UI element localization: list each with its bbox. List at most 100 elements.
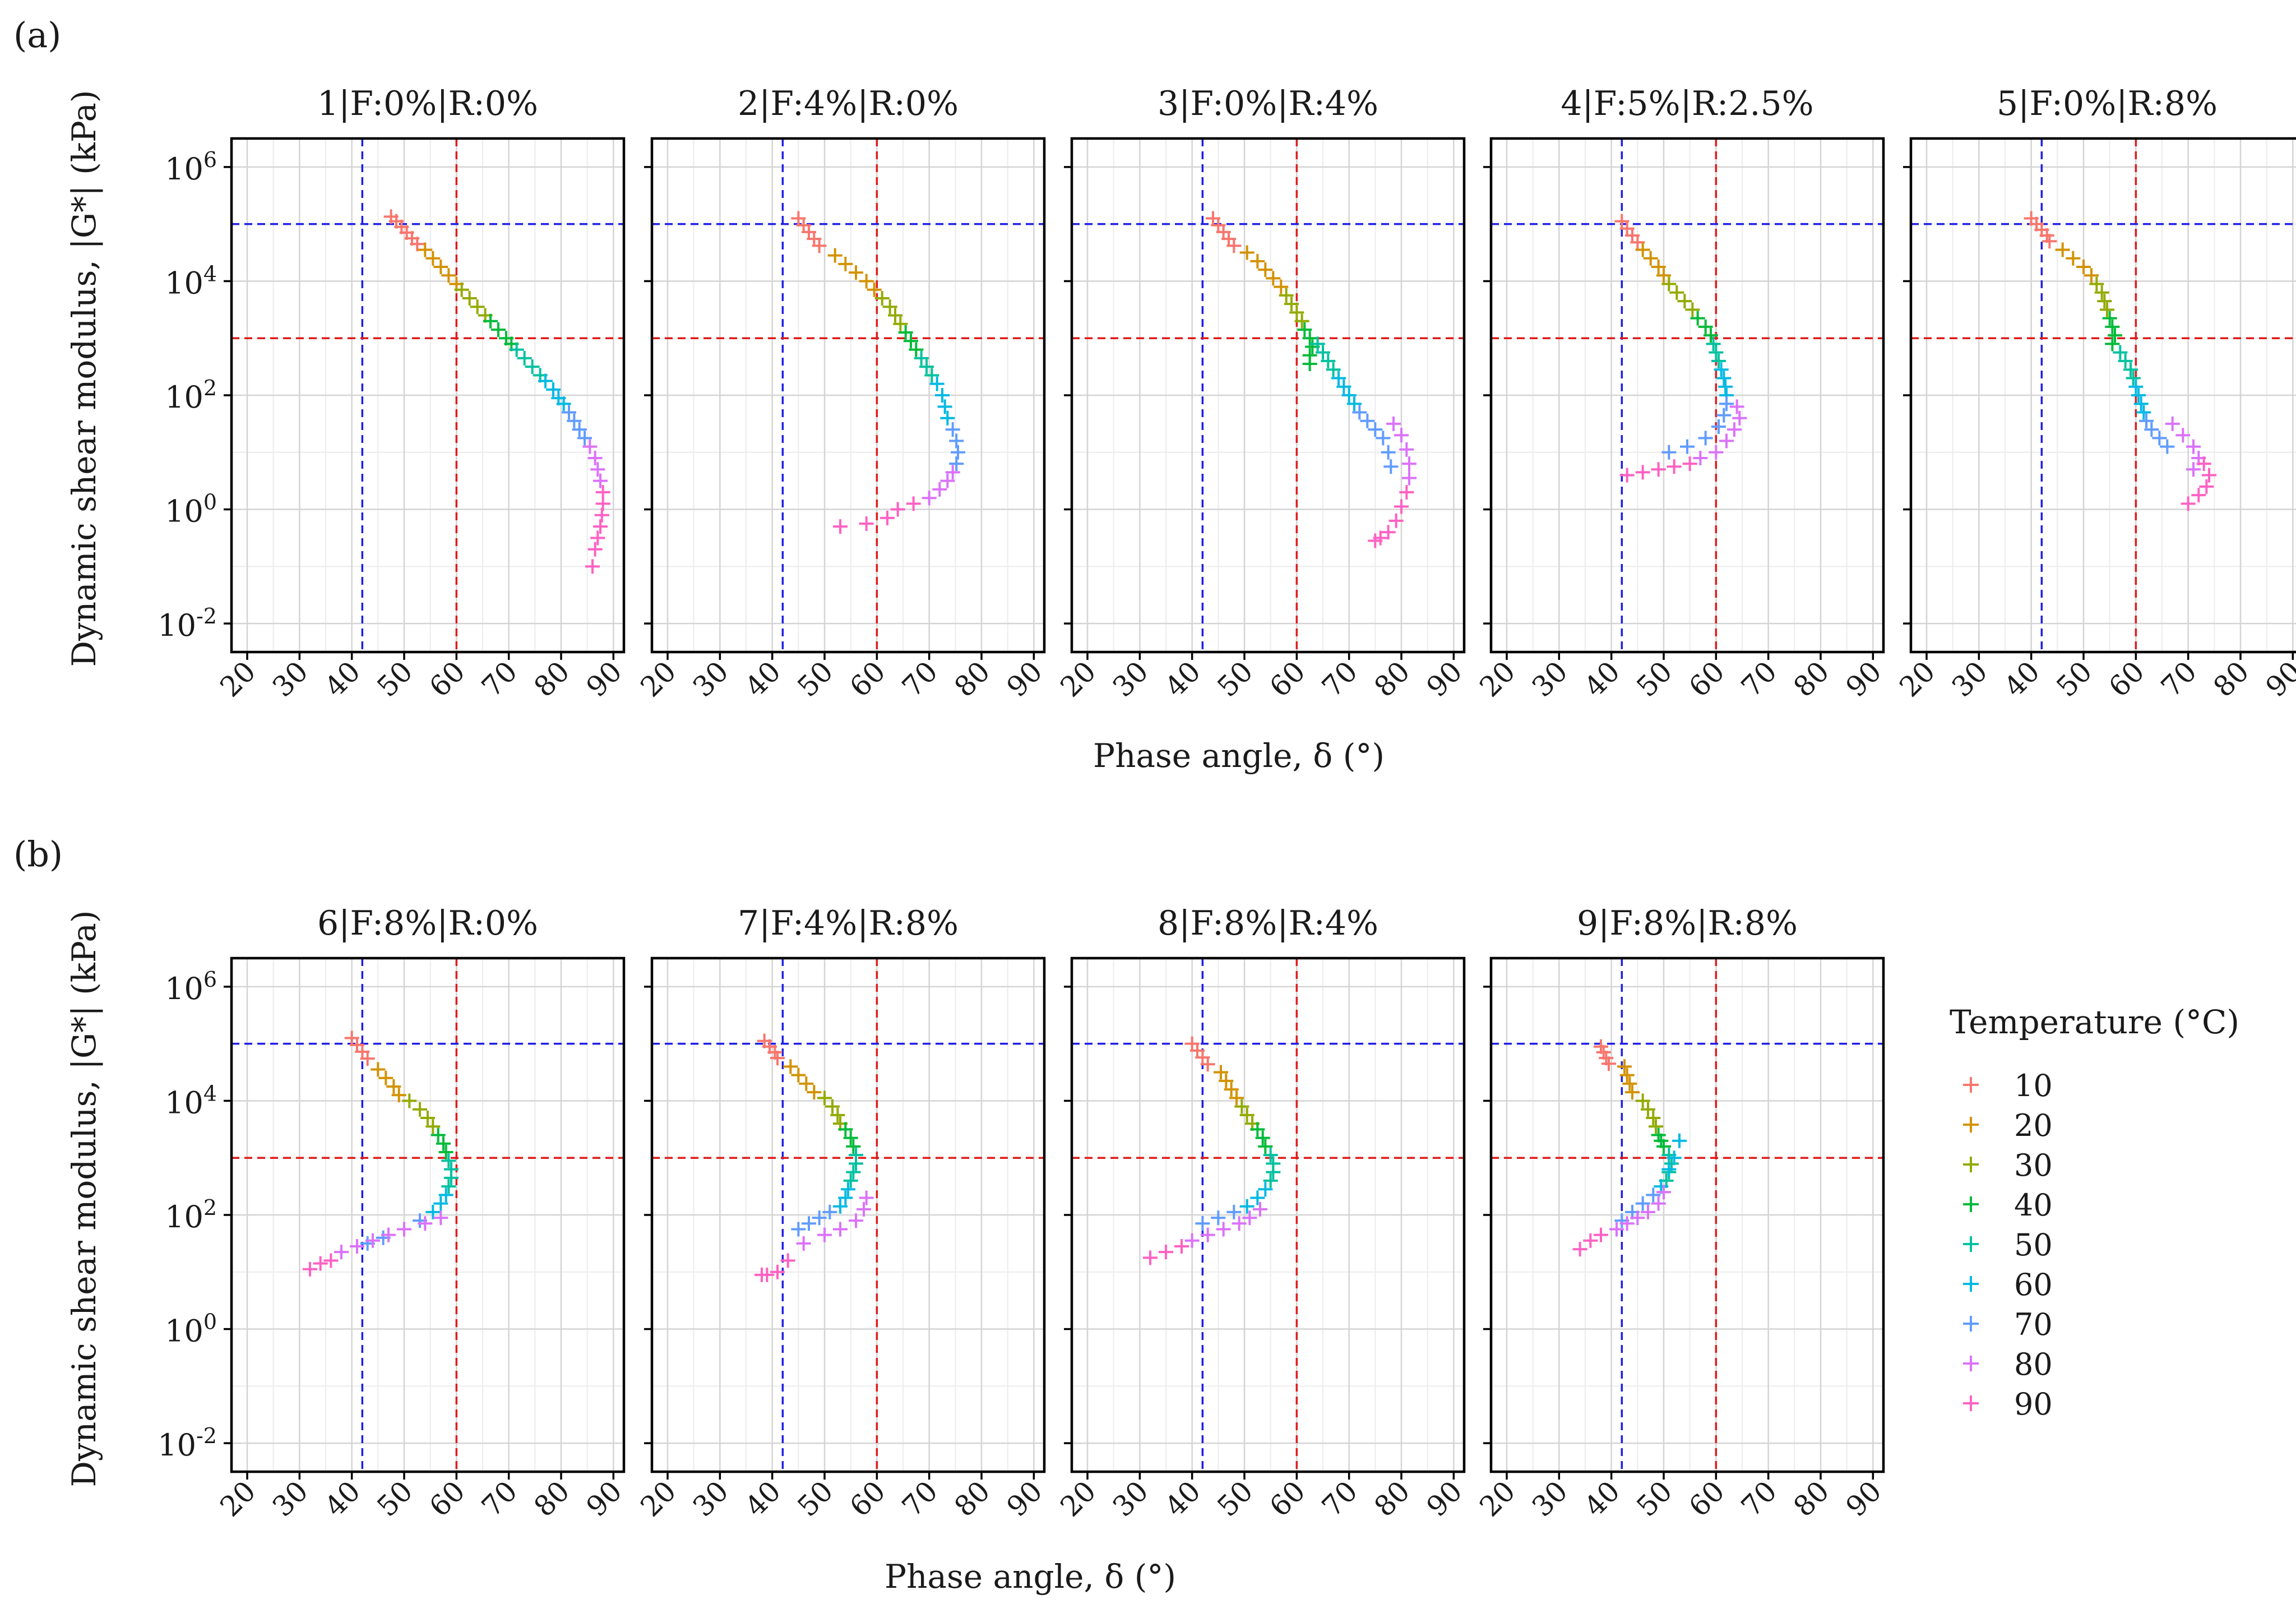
data-point xyxy=(1224,1082,1239,1097)
data-point xyxy=(1316,345,1330,360)
data-point xyxy=(1143,1250,1158,1265)
y-tick-base: 10 xyxy=(158,1427,196,1463)
data-point xyxy=(1625,1085,1640,1100)
y-tick-label: 102 xyxy=(165,376,217,415)
data-point xyxy=(1709,345,1724,360)
data-point xyxy=(843,1173,858,1188)
data-point xyxy=(1399,485,1414,500)
data-point xyxy=(770,1264,785,1279)
data-point xyxy=(2202,468,2216,483)
data-point xyxy=(951,445,965,460)
data-point xyxy=(2123,362,2138,377)
y-tick-label: 100 xyxy=(165,1310,217,1349)
legend-label: 20 xyxy=(2014,1108,2053,1143)
data-point xyxy=(2136,405,2151,420)
y-tick-base: 10 xyxy=(158,608,196,643)
data-point xyxy=(859,1190,874,1205)
data-point xyxy=(438,1145,453,1160)
data-point xyxy=(1331,371,1346,386)
data-point xyxy=(2181,496,2196,511)
data-point xyxy=(1200,1227,1215,1242)
data-point xyxy=(2113,345,2128,360)
data-point xyxy=(313,1256,328,1271)
y-axis-title-row-b: Dynamic shear modulus, |G*| (kPa) xyxy=(65,910,103,1487)
data-point xyxy=(1719,396,1734,412)
y-tick-label: 104 xyxy=(165,1081,217,1120)
data-point xyxy=(1619,1067,1635,1083)
y-tick-exponent: 2 xyxy=(203,1195,217,1220)
data-point xyxy=(1649,1119,1663,1134)
data-point xyxy=(1258,1139,1273,1154)
data-point xyxy=(1250,253,1265,269)
data-point xyxy=(1226,238,1242,253)
data-point xyxy=(1667,459,1682,474)
data-point xyxy=(444,1170,459,1185)
data-point xyxy=(843,1130,858,1145)
legend-marker xyxy=(1963,1236,1979,1252)
data-point xyxy=(410,237,425,252)
data-point xyxy=(425,1204,441,1219)
data-point xyxy=(2165,416,2180,431)
data-point xyxy=(949,433,964,449)
data-point xyxy=(556,396,571,412)
data-point xyxy=(1711,353,1726,368)
data-point xyxy=(402,1093,417,1108)
data-point xyxy=(1258,1182,1273,1197)
data-point xyxy=(893,316,908,331)
data-point xyxy=(483,313,498,329)
data-point xyxy=(1704,328,1718,343)
data-point xyxy=(1239,1199,1255,1214)
data-point xyxy=(929,376,945,391)
data-point xyxy=(1274,279,1289,294)
data-point xyxy=(462,290,477,306)
data-point xyxy=(1394,499,1409,514)
legend-label: 30 xyxy=(2014,1148,2053,1183)
data-point xyxy=(433,1196,448,1211)
data-point xyxy=(1594,1227,1608,1242)
data-point xyxy=(1239,1107,1255,1122)
data-point xyxy=(454,282,469,297)
data-point xyxy=(1643,251,1658,266)
data-point xyxy=(1729,399,1744,414)
y-axis-title-row-a: Dynamic shear modulus, |G*| (kPa) xyxy=(65,90,103,667)
data-point xyxy=(1619,468,1635,483)
panel-title: 7|F:4%|R:8% xyxy=(738,904,959,943)
data-point xyxy=(1211,1210,1226,1226)
data-point xyxy=(859,274,874,289)
legend-marker xyxy=(1963,1077,1979,1093)
data-point xyxy=(436,1136,451,1151)
data-point xyxy=(2128,379,2144,394)
panel-title: 5|F:0%|R:8% xyxy=(1997,84,2218,123)
data-point xyxy=(935,388,950,403)
data-point xyxy=(833,1199,848,1214)
data-point xyxy=(1682,456,1697,472)
data-point xyxy=(830,1107,845,1122)
data-point xyxy=(371,1062,386,1077)
data-point xyxy=(1651,462,1666,477)
data-point xyxy=(906,496,921,511)
data-point xyxy=(1716,371,1732,386)
chart-panel-3: 3|F:0%|R:4%20 30 40 50 60 70 80 90 xyxy=(1054,84,1468,703)
y-tick-base: 10 xyxy=(165,265,203,301)
legend-marker xyxy=(1963,1196,1979,1212)
y-tick-label: 10-2 xyxy=(158,1423,217,1463)
data-point xyxy=(1279,288,1294,303)
y-tick-exponent: 2 xyxy=(203,376,217,400)
data-point xyxy=(587,450,603,465)
data-point xyxy=(567,413,582,428)
data-point xyxy=(949,456,964,472)
data-point xyxy=(937,399,952,414)
data-point xyxy=(1263,1148,1278,1163)
panel-title: 3|F:0%|R:4% xyxy=(1158,84,1378,123)
panel-title: 1|F:0%|R:0% xyxy=(317,84,538,123)
data-point xyxy=(940,473,955,488)
y-tick-exponent: 0 xyxy=(203,1310,217,1334)
data-point xyxy=(2105,319,2120,334)
y-tick-label: 102 xyxy=(165,1195,217,1235)
data-point xyxy=(849,1156,863,1171)
legend-marker xyxy=(1963,1395,1979,1411)
data-point xyxy=(849,265,863,280)
data-point xyxy=(1250,1190,1265,1205)
data-point xyxy=(1368,533,1383,548)
data-point xyxy=(413,1102,427,1117)
